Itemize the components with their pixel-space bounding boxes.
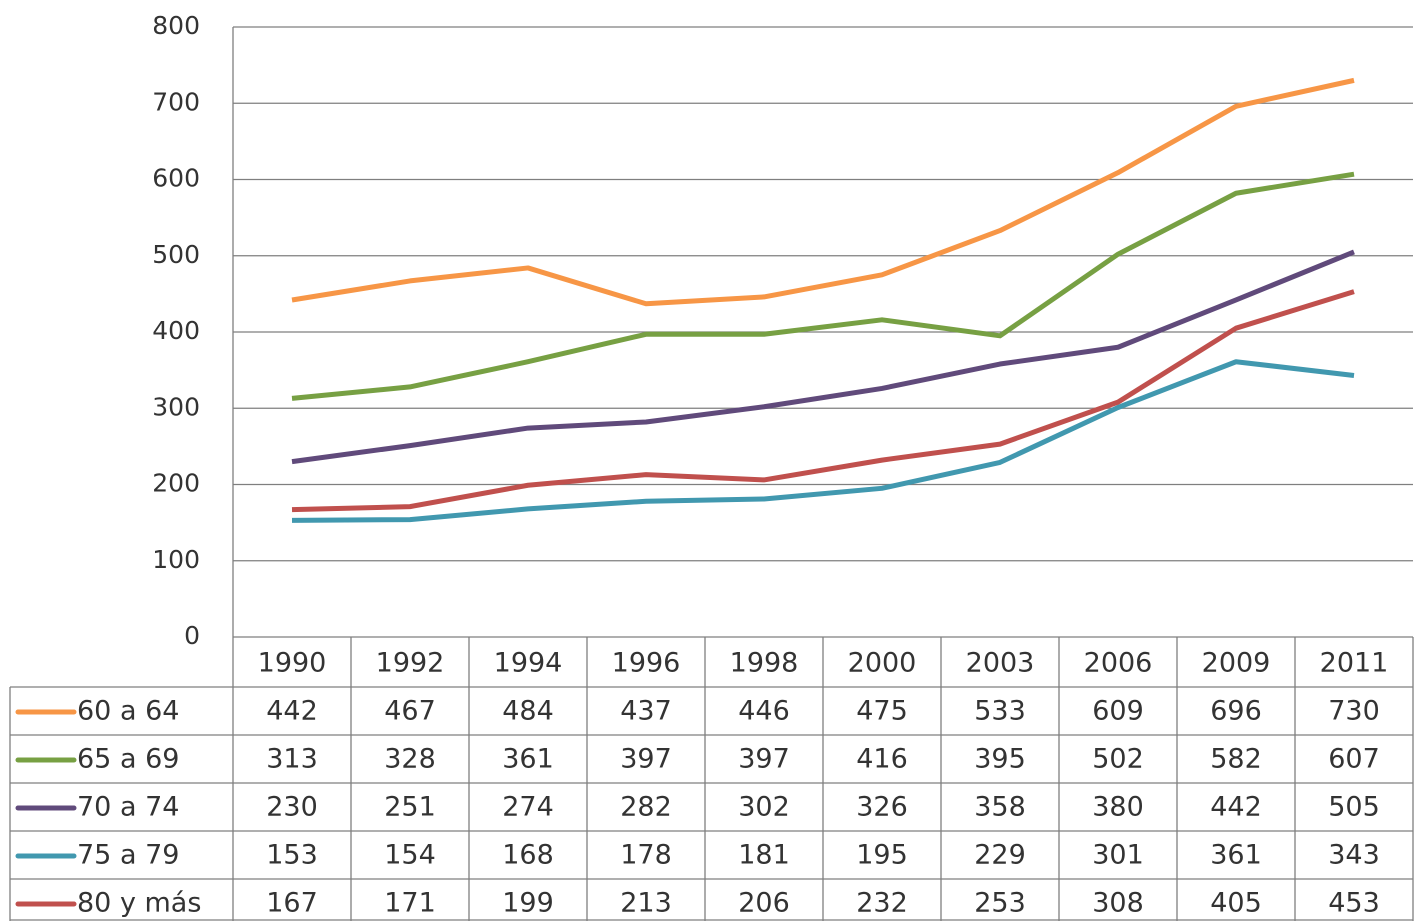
table-value: 609 [1092,696,1144,727]
legend-label: 80 y más [77,888,201,919]
table-value: 453 [1328,888,1380,919]
table-value: 171 [384,888,436,919]
table-value: 405 [1210,888,1262,919]
y-tick-label: 100 [152,545,200,574]
table-value: 206 [738,888,790,919]
table-value: 251 [384,792,436,823]
table-value: 397 [738,744,790,775]
legend-label: 65 a 69 [77,744,179,775]
legend-label: 60 a 64 [77,696,179,727]
x-tick-label: 2000 [848,648,917,679]
table-value: 181 [738,840,790,871]
table-value: 484 [502,696,554,727]
table-value: 442 [1210,792,1262,823]
table-value: 533 [974,696,1026,727]
table-value: 274 [502,792,554,823]
table-value: 326 [856,792,908,823]
x-tick-label: 2011 [1320,648,1389,679]
table-value: 302 [738,792,790,823]
y-tick-label: 800 [152,11,200,40]
table-value: 361 [1210,840,1262,871]
table-value: 395 [974,744,1026,775]
table-value: 607 [1328,744,1380,775]
series-line [291,359,1355,523]
table-value: 178 [620,840,672,871]
table-value: 361 [502,744,554,775]
table-value: 199 [502,888,554,919]
x-tick-label: 2006 [1084,648,1153,679]
table-value: 167 [266,888,318,919]
table-value: 195 [856,840,908,871]
y-tick-label: 600 [152,164,200,193]
table-value: 301 [1092,840,1144,871]
table-value: 328 [384,744,436,775]
y-tick-label: 400 [152,316,200,345]
series-line [291,249,1355,465]
table-value: 380 [1092,792,1144,823]
table-value: 232 [856,888,908,919]
table-value: 229 [974,840,1026,871]
y-tick-label: 700 [152,87,200,116]
table-value: 582 [1210,744,1262,775]
x-tick-label: 1992 [376,648,445,679]
table-value: 168 [502,840,554,871]
table-value: 153 [266,840,318,871]
table-value: 730 [1328,696,1380,727]
table-value: 230 [266,792,318,823]
table-value: 213 [620,888,672,919]
y-tick-label: 300 [152,392,200,421]
series-line [291,289,1355,513]
table-value: 253 [974,888,1026,919]
y-tick-label: 0 [184,621,200,650]
table-value: 313 [266,744,318,775]
table-value: 154 [384,840,436,871]
table-value: 343 [1328,840,1380,871]
table-value: 308 [1092,888,1144,919]
series-line [291,77,1355,307]
table-value: 502 [1092,744,1144,775]
table-value: 475 [856,696,908,727]
legend-label: 70 a 74 [77,792,179,823]
table-value: 446 [738,696,790,727]
table-value: 437 [620,696,672,727]
y-tick-label: 200 [152,469,200,498]
x-tick-label: 2003 [966,648,1035,679]
table-value: 696 [1210,696,1262,727]
table-value: 416 [856,744,908,775]
table-value: 358 [974,792,1026,823]
table-value: 467 [384,696,436,727]
x-tick-label: 1998 [730,648,799,679]
table-value: 442 [266,696,318,727]
x-tick-label: 1994 [494,648,563,679]
table-value: 282 [620,792,672,823]
series-line [291,171,1355,401]
table-value: 505 [1328,792,1380,823]
legend-label: 75 a 79 [77,840,179,871]
table-value: 397 [620,744,672,775]
x-tick-label: 1996 [612,648,681,679]
x-tick-label: 1990 [258,648,327,679]
y-tick-label: 500 [152,240,200,269]
x-tick-label: 2009 [1202,648,1271,679]
